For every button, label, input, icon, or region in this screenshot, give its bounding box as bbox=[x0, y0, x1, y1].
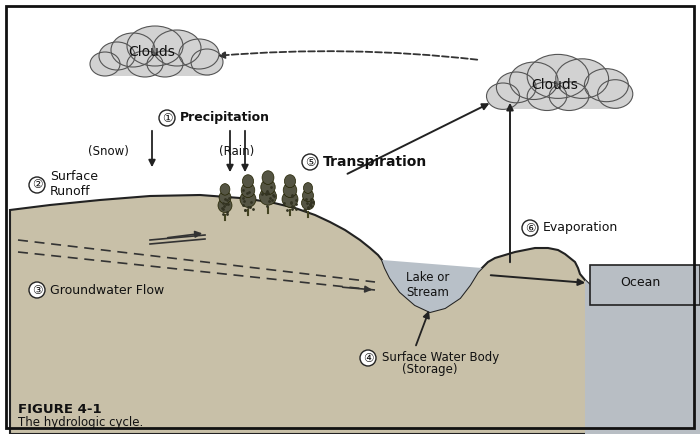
Ellipse shape bbox=[218, 198, 232, 213]
Polygon shape bbox=[382, 260, 482, 312]
Ellipse shape bbox=[284, 183, 297, 197]
Ellipse shape bbox=[111, 33, 155, 67]
Text: Surface
Runoff: Surface Runoff bbox=[50, 170, 98, 198]
Circle shape bbox=[360, 350, 376, 366]
Text: Precipitation: Precipitation bbox=[180, 111, 270, 124]
Ellipse shape bbox=[282, 191, 298, 207]
Text: Groundwater Flow: Groundwater Flow bbox=[50, 283, 164, 296]
Ellipse shape bbox=[496, 72, 536, 103]
Text: Ocean: Ocean bbox=[620, 276, 660, 289]
Ellipse shape bbox=[261, 179, 275, 195]
Polygon shape bbox=[10, 195, 700, 434]
Circle shape bbox=[522, 220, 538, 236]
Circle shape bbox=[302, 154, 318, 170]
Ellipse shape bbox=[127, 26, 183, 66]
Circle shape bbox=[29, 282, 45, 298]
Ellipse shape bbox=[284, 175, 295, 187]
Ellipse shape bbox=[127, 51, 163, 77]
Text: (Snow): (Snow) bbox=[88, 145, 128, 158]
Text: ⑤: ⑤ bbox=[304, 155, 315, 168]
Text: Lake or
Stream: Lake or Stream bbox=[406, 271, 449, 299]
Ellipse shape bbox=[550, 82, 589, 111]
Ellipse shape bbox=[153, 30, 201, 66]
Ellipse shape bbox=[99, 42, 135, 70]
Text: Surface Water Body: Surface Water Body bbox=[382, 351, 499, 364]
Text: The hydrologic cycle.: The hydrologic cycle. bbox=[18, 416, 144, 429]
Text: ④: ④ bbox=[363, 352, 373, 365]
Ellipse shape bbox=[240, 191, 256, 207]
Ellipse shape bbox=[90, 52, 120, 76]
Ellipse shape bbox=[241, 183, 255, 197]
Ellipse shape bbox=[486, 83, 519, 109]
Text: ⑥: ⑥ bbox=[525, 221, 536, 234]
Ellipse shape bbox=[304, 183, 312, 194]
Ellipse shape bbox=[302, 189, 314, 201]
Ellipse shape bbox=[260, 188, 276, 205]
Ellipse shape bbox=[147, 51, 183, 77]
Text: Clouds: Clouds bbox=[531, 78, 578, 92]
Text: ②: ② bbox=[32, 178, 42, 191]
Ellipse shape bbox=[179, 39, 219, 69]
Circle shape bbox=[29, 177, 45, 193]
Ellipse shape bbox=[584, 69, 629, 102]
Ellipse shape bbox=[527, 82, 567, 111]
Circle shape bbox=[159, 110, 175, 126]
Text: ①: ① bbox=[162, 112, 172, 125]
Ellipse shape bbox=[191, 49, 223, 75]
Ellipse shape bbox=[262, 171, 274, 184]
Text: ③: ③ bbox=[32, 283, 42, 296]
Text: (Rain): (Rain) bbox=[219, 145, 255, 158]
Text: FIGURE 4-1: FIGURE 4-1 bbox=[18, 403, 102, 416]
Ellipse shape bbox=[598, 80, 633, 108]
Ellipse shape bbox=[219, 191, 231, 204]
Ellipse shape bbox=[556, 59, 608, 99]
Polygon shape bbox=[585, 280, 700, 434]
Ellipse shape bbox=[510, 62, 558, 99]
Bar bbox=[100, 60, 210, 76]
Bar bbox=[498, 92, 619, 109]
Text: Evaporation: Evaporation bbox=[543, 221, 618, 234]
Text: (Storage): (Storage) bbox=[402, 364, 458, 377]
Ellipse shape bbox=[220, 184, 230, 195]
Text: Clouds: Clouds bbox=[129, 45, 176, 59]
Ellipse shape bbox=[527, 54, 589, 99]
Ellipse shape bbox=[302, 196, 314, 210]
Ellipse shape bbox=[242, 175, 253, 187]
Polygon shape bbox=[590, 265, 700, 305]
Text: Transpiration: Transpiration bbox=[323, 155, 427, 169]
